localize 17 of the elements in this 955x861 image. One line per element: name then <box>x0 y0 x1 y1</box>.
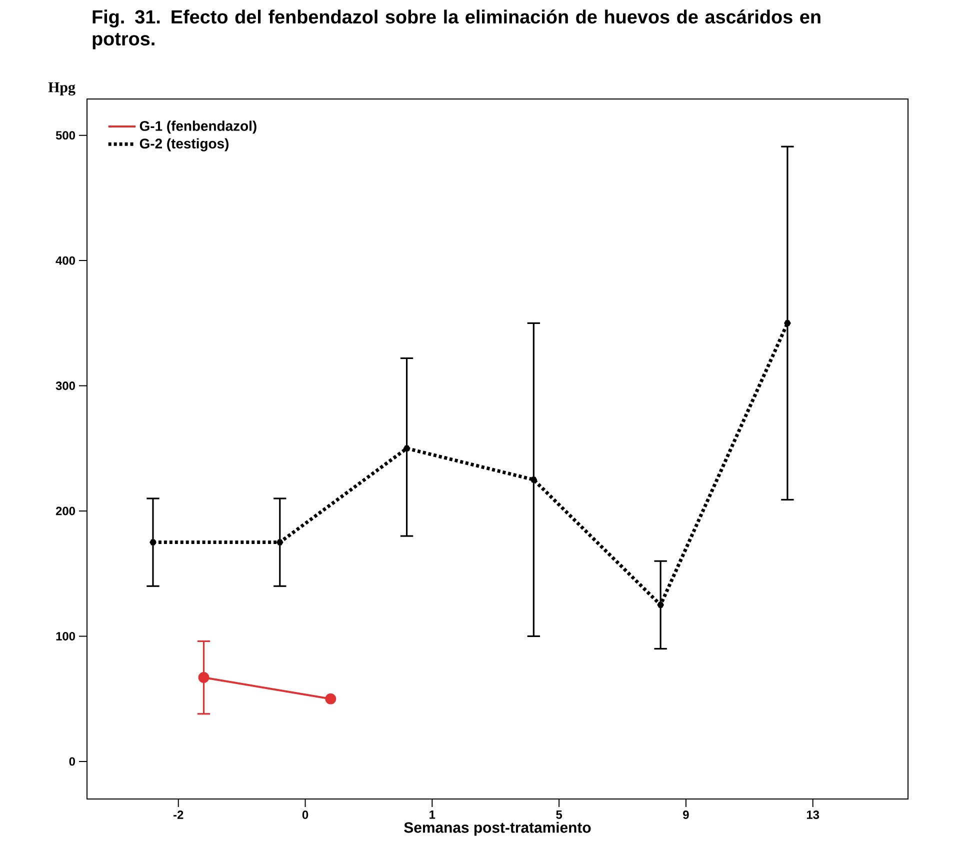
x-tick-label: 0 <box>302 810 308 819</box>
y-tick-label: 400 <box>56 256 75 265</box>
x-tick-label: -2 <box>174 810 184 819</box>
x-tick-label: 9 <box>683 810 689 819</box>
x-tick-label: 13 <box>806 810 820 820</box>
y-tick-label: 0 <box>69 757 75 766</box>
y-tick-label: 100 <box>56 632 75 640</box>
y-axis-title: Hpg <box>48 82 76 96</box>
x-axis-title: Semanas post-tratamiento <box>404 822 591 836</box>
x-tick-label: 5 <box>556 810 562 819</box>
legend-label: G-1 (fenbendazol) <box>140 120 256 134</box>
y-tick-label: 200 <box>56 506 75 516</box>
y-tick-label: 500 <box>56 131 75 140</box>
legend-label: G-2 (testigos) <box>140 138 228 152</box>
x-tick-label: 1 <box>430 810 436 819</box>
y-tick-label: 300 <box>56 382 75 390</box>
chart-title: Fig. 31. Efecto del fenbendazol sobre la eliminación de huevos de ascáridos en potros. <box>92 10 820 50</box>
